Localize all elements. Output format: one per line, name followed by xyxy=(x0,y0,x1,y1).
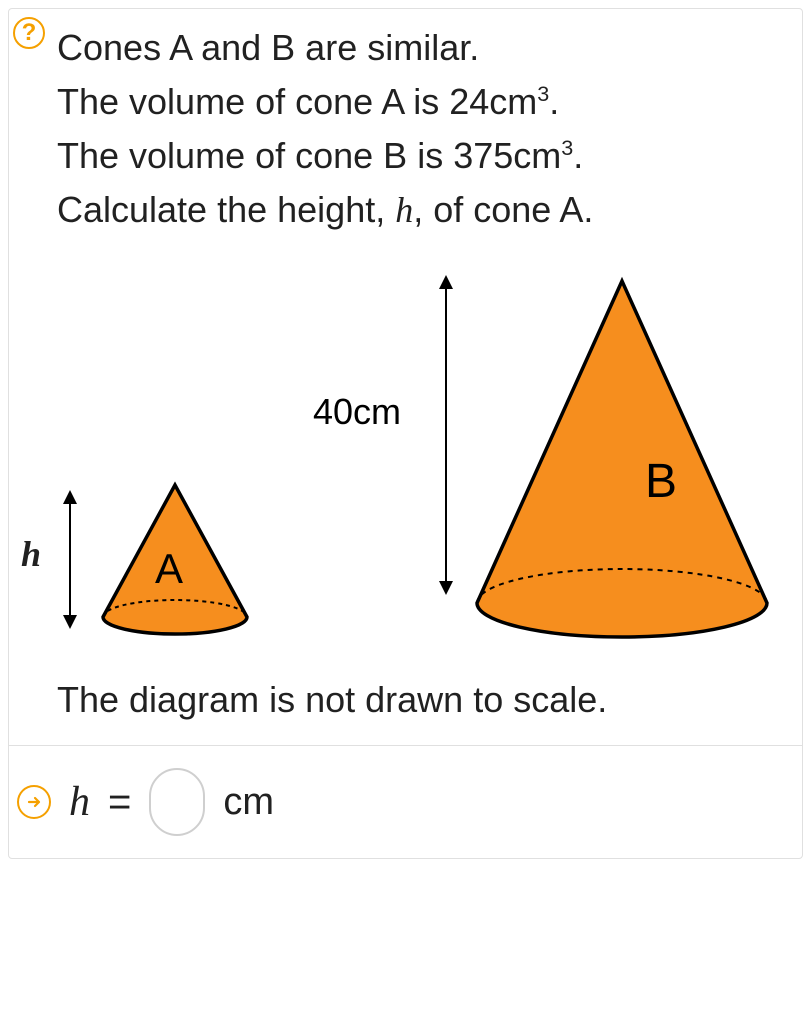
question-container: ? Cones A and B are similar. The volume … xyxy=(8,8,803,859)
cone-a-label: A xyxy=(155,545,183,593)
equals-sign: = xyxy=(108,780,131,825)
answer-row: h = cm xyxy=(9,746,802,858)
enter-icon[interactable] xyxy=(17,785,51,819)
diagram: h A 40cm B xyxy=(9,257,802,657)
question-line-4: Calculate the height, h, of cone A. xyxy=(57,183,778,237)
cone-b-height-label: 40cm xyxy=(313,391,401,433)
question-block: ? Cones A and B are similar. The volume … xyxy=(8,8,803,859)
scale-note: The diagram is not drawn to scale. xyxy=(9,667,802,745)
cone-a-height-label: h xyxy=(21,533,41,575)
cone-b-height-arrow xyxy=(445,277,447,593)
cone-b-label: B xyxy=(645,454,677,509)
cone-b-shape xyxy=(467,273,777,643)
cone-a-height-arrow xyxy=(69,492,71,627)
question-text: ? Cones A and B are similar. The volume … xyxy=(9,9,802,237)
answer-input[interactable] xyxy=(149,768,205,836)
answer-unit: cm xyxy=(223,781,274,824)
question-line-2: The volume of cone A is 24cm3. xyxy=(57,75,778,129)
help-icon[interactable]: ? xyxy=(13,17,45,49)
answer-variable: h xyxy=(69,778,90,826)
question-line-1: Cones A and B are similar. xyxy=(57,21,778,75)
question-line-3: The volume of cone B is 375cm3. xyxy=(57,129,778,183)
